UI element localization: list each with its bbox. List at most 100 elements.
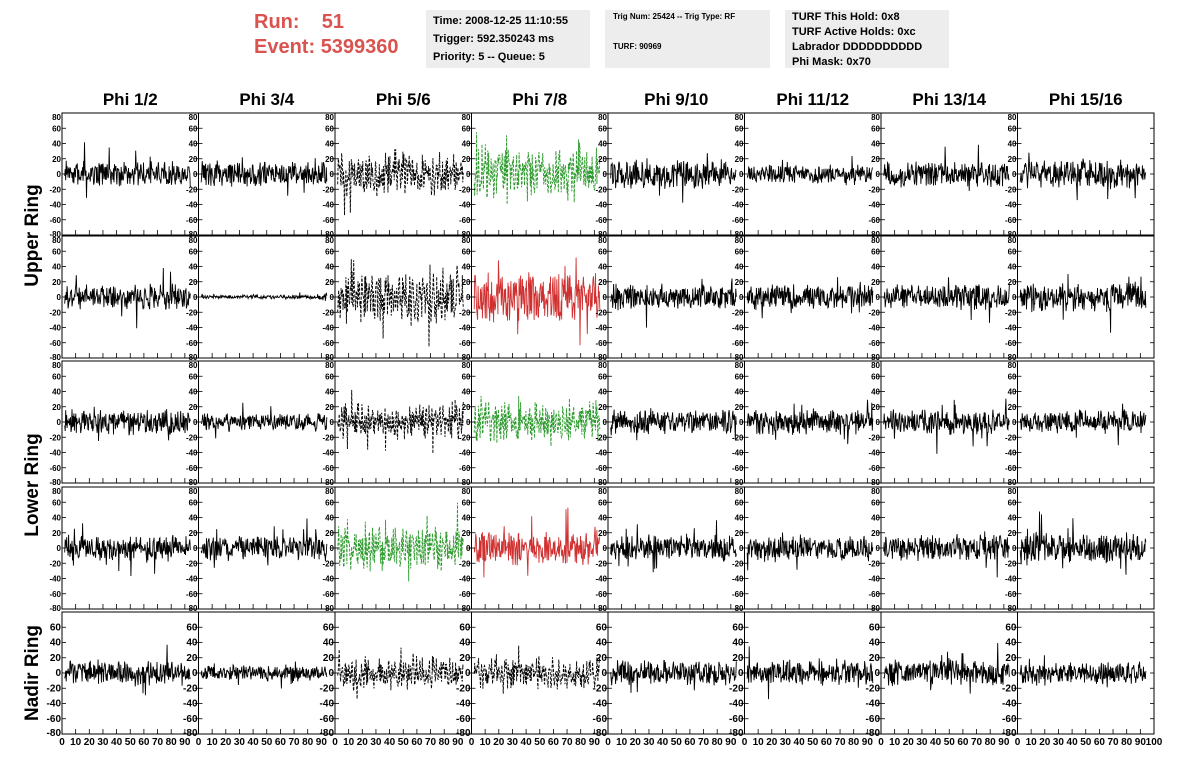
x-tick-label: 90	[998, 737, 1010, 748]
y-tick-label: -20	[1005, 559, 1017, 568]
y-tick-label: 80	[1008, 487, 1017, 496]
y-tick-label: 20	[1008, 155, 1017, 164]
x-tick-label: 0	[196, 737, 202, 748]
y-tick-label: -60	[595, 590, 607, 599]
y-tick-label: -60	[1002, 714, 1017, 725]
y-tick-label: 20	[735, 155, 744, 164]
y-tick-label: -40	[49, 575, 61, 584]
y-tick-label: -80	[49, 604, 61, 613]
y-tick-label: -80	[322, 604, 334, 613]
y-tick-label: 0	[57, 170, 62, 179]
x-tick-label: 40	[794, 737, 806, 748]
y-tick-label: 0	[465, 668, 471, 679]
y-tick-label: -80	[595, 353, 607, 362]
y-tick-label: 20	[52, 155, 61, 164]
y-tick-label: -20	[322, 433, 334, 442]
y-tick-label: -80	[186, 230, 198, 239]
y-tick-label: 60	[596, 622, 608, 633]
y-tick-label: -40	[1005, 201, 1017, 210]
y-tick-label: -20	[866, 683, 881, 694]
y-tick-label: -40	[322, 201, 334, 210]
priority-text: Priority: 5 -- Queue: 5	[433, 51, 545, 63]
waveform-trace	[746, 155, 873, 186]
x-tick-label: 40	[1067, 737, 1079, 748]
y-tick-label: -60	[49, 216, 61, 225]
y-tick-label: 40	[598, 388, 607, 397]
y-tick-label: -80	[732, 604, 744, 613]
y-tick-label: -40	[1005, 324, 1017, 333]
y-tick-label: -80	[1005, 353, 1017, 362]
y-tick-label: -80	[322, 478, 334, 487]
y-tick-label: -60	[732, 216, 744, 225]
y-tick-label: -40	[186, 449, 198, 458]
y-tick-label: 20	[52, 403, 61, 412]
y-tick-label: -20	[595, 433, 607, 442]
y-tick-label: -80	[866, 728, 881, 739]
y-tick-label: 40	[323, 638, 335, 649]
y-tick-label: -60	[49, 590, 61, 599]
y-tick-label: -60	[732, 590, 744, 599]
y-tick-label: -40	[459, 575, 471, 584]
y-tick-label: -20	[322, 185, 334, 194]
waveform-trace	[200, 661, 328, 689]
column-title: Phi 11/12	[776, 90, 849, 109]
y-tick-label: -80	[868, 230, 880, 239]
y-tick-label: 80	[735, 236, 744, 245]
x-tick-label: 70	[425, 737, 437, 748]
run-row: Run: 51	[254, 10, 399, 35]
waveform-trace	[610, 520, 737, 573]
y-tick-label: -60	[866, 714, 881, 725]
x-tick-label: 90	[179, 737, 191, 748]
y-tick-label: 40	[52, 140, 61, 149]
y-tick-label: 80	[189, 236, 198, 245]
y-tick-label: 20	[871, 278, 880, 287]
x-tick-label: 0	[605, 737, 611, 748]
y-tick-label: 80	[52, 236, 61, 245]
x-tick-label: 80	[848, 737, 860, 748]
y-tick-label: 20	[598, 278, 607, 287]
y-tick-label: 20	[189, 278, 198, 287]
x-tick-label: 30	[234, 737, 246, 748]
y-tick-label: 20	[869, 653, 881, 664]
waveform-trace	[610, 278, 737, 328]
y-tick-label: 60	[52, 124, 61, 133]
y-tick-label: -80	[186, 478, 198, 487]
y-tick-label: -60	[732, 339, 744, 348]
y-tick-label: 40	[871, 140, 880, 149]
waveform-trace	[201, 402, 328, 439]
y-tick-label: 40	[189, 388, 198, 397]
y-tick-label: -40	[1002, 699, 1017, 710]
y-tick-label: 0	[330, 544, 335, 553]
y-tick-label: 60	[735, 372, 744, 381]
y-tick-label: -80	[186, 604, 198, 613]
x-tick-label: 60	[684, 737, 696, 748]
y-tick-label: -40	[732, 201, 744, 210]
y-tick-label: -40	[732, 324, 744, 333]
waveform-trace	[883, 144, 1010, 192]
y-tick-label: 0	[1012, 170, 1017, 179]
waveform-trace	[883, 531, 1010, 578]
y-tick-label: 0	[55, 668, 61, 679]
y-tick-label: -80	[459, 353, 471, 362]
y-tick-label: 80	[871, 487, 880, 496]
y-tick-label: -20	[459, 433, 471, 442]
waveform-trace	[473, 395, 601, 447]
y-tick-label: -80	[49, 230, 61, 239]
x-tick-label: 20	[1039, 737, 1051, 748]
y-tick-label: 20	[52, 529, 61, 538]
y-tick-label: 0	[876, 170, 881, 179]
y-tick-label: 80	[1008, 236, 1017, 245]
y-tick-label: 60	[323, 622, 335, 633]
y-tick-label: 60	[462, 247, 471, 256]
waveform-trace	[337, 259, 464, 347]
turf-hold-text: TURF This Hold: 0x8	[792, 11, 900, 23]
y-tick-label: -40	[595, 201, 607, 210]
y-tick-label: -20	[320, 683, 335, 694]
x-tick-label: 80	[985, 737, 997, 748]
x-tick-label: 40	[521, 737, 533, 748]
y-tick-label: 0	[739, 544, 744, 553]
y-tick-label: 20	[735, 529, 744, 538]
y-tick-label: 40	[871, 388, 880, 397]
y-tick-label: 40	[735, 514, 744, 523]
x-tick-label: 70	[288, 737, 300, 748]
